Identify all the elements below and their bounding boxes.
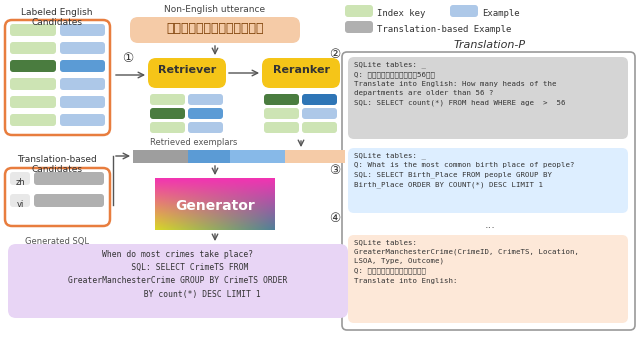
FancyBboxPatch shape — [150, 122, 185, 133]
Text: SQLite tables:
GreaterManchesterCrime(CrimeID, CrimeTS, Location,
LSOA, Type, Ou: SQLite tables: GreaterManchesterCrime(Cr… — [354, 239, 579, 284]
Bar — [230, 150, 285, 163]
Bar — [285, 150, 345, 163]
Bar — [133, 150, 188, 163]
Text: 大多数犯罪发生在什么时间？: 大多数犯罪发生在什么时间？ — [166, 22, 264, 35]
FancyBboxPatch shape — [348, 148, 628, 213]
FancyBboxPatch shape — [302, 94, 337, 105]
FancyBboxPatch shape — [60, 114, 105, 126]
Text: When do most crimes take place?
     SQL: SELECT CrimeTS FROM
GreaterManchesterC: When do most crimes take place? SQL: SEL… — [68, 250, 288, 299]
Text: Example: Example — [482, 9, 520, 18]
FancyBboxPatch shape — [60, 96, 105, 108]
FancyBboxPatch shape — [150, 94, 185, 105]
FancyBboxPatch shape — [302, 108, 337, 119]
Bar — [188, 150, 230, 163]
Text: ②: ② — [330, 49, 340, 62]
Text: Generated SQL: Generated SQL — [25, 237, 89, 246]
FancyBboxPatch shape — [450, 5, 478, 17]
Text: Labeled English
Candidates: Labeled English Candidates — [21, 8, 93, 27]
FancyBboxPatch shape — [130, 17, 300, 43]
FancyBboxPatch shape — [264, 94, 299, 105]
FancyBboxPatch shape — [10, 42, 56, 54]
FancyBboxPatch shape — [60, 42, 105, 54]
FancyBboxPatch shape — [10, 114, 56, 126]
Text: ③: ③ — [330, 163, 340, 176]
Text: Generator: Generator — [175, 199, 255, 213]
FancyBboxPatch shape — [148, 58, 226, 88]
FancyBboxPatch shape — [10, 60, 56, 72]
FancyBboxPatch shape — [262, 58, 340, 88]
FancyBboxPatch shape — [264, 108, 299, 119]
FancyBboxPatch shape — [348, 235, 628, 323]
FancyBboxPatch shape — [302, 122, 337, 133]
FancyBboxPatch shape — [5, 20, 110, 135]
Text: ①: ① — [122, 51, 134, 64]
Text: SQLite tables: _
Q: What is the most common birth place of people?
SQL: SELECT B: SQLite tables: _ Q: What is the most com… — [354, 152, 575, 188]
Text: Translation-P: Translation-P — [454, 40, 526, 50]
FancyBboxPatch shape — [10, 78, 56, 90]
FancyBboxPatch shape — [34, 194, 104, 207]
FancyBboxPatch shape — [348, 57, 628, 139]
FancyBboxPatch shape — [342, 52, 635, 330]
Text: ...: ... — [484, 220, 495, 230]
FancyBboxPatch shape — [188, 108, 223, 119]
FancyBboxPatch shape — [60, 60, 105, 72]
Text: zh: zh — [15, 178, 25, 187]
FancyBboxPatch shape — [34, 172, 104, 185]
FancyBboxPatch shape — [188, 94, 223, 105]
Text: vi: vi — [16, 200, 24, 209]
FancyBboxPatch shape — [188, 122, 223, 133]
FancyBboxPatch shape — [60, 24, 105, 36]
FancyBboxPatch shape — [60, 78, 105, 90]
FancyBboxPatch shape — [10, 96, 56, 108]
FancyBboxPatch shape — [10, 24, 56, 36]
FancyBboxPatch shape — [5, 168, 110, 226]
Text: SQLite tables: _
Q: 部门中有多少人年龄大于56岁？
Translate into English: How many heads of th: SQLite tables: _ Q: 部门中有多少人年龄大于56岁？ Tran… — [354, 61, 566, 106]
Text: Non-English utterance: Non-English utterance — [164, 5, 266, 14]
Text: Index key: Index key — [377, 9, 426, 18]
FancyBboxPatch shape — [8, 244, 348, 318]
FancyBboxPatch shape — [10, 172, 30, 185]
Text: Translation-based
Candidates: Translation-based Candidates — [17, 155, 97, 174]
Text: Reranker: Reranker — [273, 65, 330, 75]
FancyBboxPatch shape — [345, 5, 373, 17]
Text: Translation-based Example: Translation-based Example — [377, 25, 511, 34]
Text: Retrieved exemplars: Retrieved exemplars — [150, 138, 237, 147]
Text: Retriever: Retriever — [158, 65, 216, 75]
FancyBboxPatch shape — [10, 194, 30, 207]
FancyBboxPatch shape — [264, 122, 299, 133]
Text: ④: ④ — [330, 211, 340, 224]
FancyBboxPatch shape — [150, 108, 185, 119]
FancyBboxPatch shape — [345, 21, 373, 33]
